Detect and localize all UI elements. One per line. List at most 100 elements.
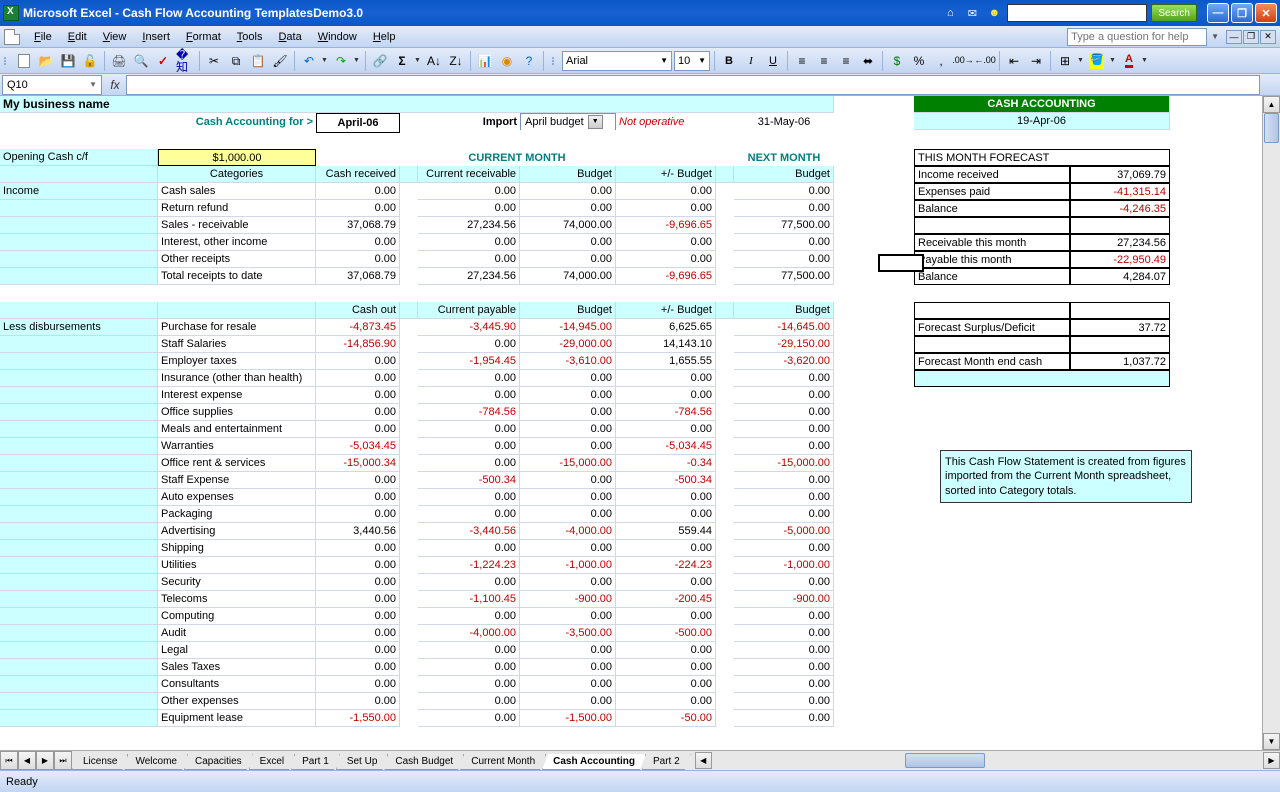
disb-cell[interactable]: 0.00	[316, 676, 400, 693]
increase-indent-button[interactable]: ⇥	[1026, 51, 1046, 71]
disb-cell[interactable]: 0.00	[734, 421, 834, 438]
menu-edit[interactable]: Edit	[60, 29, 95, 45]
disb-cell[interactable]: -5,034.45	[616, 438, 716, 455]
chart-wizard-button[interactable]: 📊	[475, 51, 495, 71]
disb-cell[interactable]: 0.00	[734, 506, 834, 523]
sort-asc-button[interactable]: A↓	[424, 51, 444, 71]
disb-cell[interactable]: 559.44	[616, 523, 716, 540]
sheet-tab-welcome[interactable]: Welcome	[124, 754, 188, 770]
disb-cell[interactable]: -5,034.45	[316, 438, 400, 455]
income-cell[interactable]: 27,234.56	[418, 268, 520, 285]
disb-cell[interactable]: 0.00	[734, 540, 834, 557]
disb-cell[interactable]: 0.00	[520, 574, 616, 591]
disb-cell[interactable]: -1,000.00	[520, 557, 616, 574]
disb-cell[interactable]: 0.00	[520, 659, 616, 676]
income-cell[interactable]: 0.00	[520, 251, 616, 268]
disb-cell[interactable]: -4,000.00	[418, 625, 520, 642]
income-category[interactable]: Interest, other income	[158, 234, 316, 251]
income-cell[interactable]: 0.00	[616, 234, 716, 251]
disb-cell[interactable]: 0.00	[316, 608, 400, 625]
scroll-down-button[interactable]: ▼	[1263, 733, 1280, 750]
tab-next-button[interactable]: ▶	[36, 751, 54, 770]
disb-cell[interactable]: 0.00	[616, 370, 716, 387]
disb-category[interactable]: Sales Taxes	[158, 659, 316, 676]
disb-cell[interactable]: 0.00	[316, 404, 400, 421]
disb-category[interactable]: Auto expenses	[158, 489, 316, 506]
disb-cell[interactable]: -1,954.45	[418, 353, 520, 370]
income-cell[interactable]: 0.00	[316, 234, 400, 251]
income-cell[interactable]: 0.00	[316, 251, 400, 268]
disb-cell[interactable]: -500.34	[418, 472, 520, 489]
disb-cell[interactable]: -3,445.90	[418, 319, 520, 336]
disb-category[interactable]: Meals and entertainment	[158, 421, 316, 438]
disb-category[interactable]: Shipping	[158, 540, 316, 557]
disb-category[interactable]: Other expenses	[158, 693, 316, 710]
disb-cell[interactable]: 0.00	[616, 506, 716, 523]
sheet-tab-cash-budget[interactable]: Cash Budget	[384, 754, 464, 770]
disb-cell[interactable]: -3,500.00	[520, 625, 616, 642]
drawing-button[interactable]: ◉	[497, 51, 517, 71]
undo-button[interactable]: ↶	[299, 51, 319, 71]
disb-cell[interactable]: 0.00	[734, 404, 834, 421]
disb-cell[interactable]: 0.00	[734, 387, 834, 404]
web-search-input[interactable]	[1007, 4, 1147, 22]
sheet-tab-license[interactable]: License	[72, 754, 128, 770]
tab-last-button[interactable]: ⏭	[54, 751, 72, 770]
disb-cell[interactable]: 0.00	[316, 472, 400, 489]
disb-cell[interactable]: -29,150.00	[734, 336, 834, 353]
disb-category[interactable]: Consultants	[158, 676, 316, 693]
income-cell[interactable]: 0.00	[616, 200, 716, 217]
sheet-tab-current-month[interactable]: Current Month	[460, 754, 546, 770]
disb-cell[interactable]: -500.34	[616, 472, 716, 489]
income-cell[interactable]: 77,500.00	[734, 217, 834, 234]
disb-cell[interactable]: 0.00	[734, 642, 834, 659]
disb-cell[interactable]: 0.00	[616, 574, 716, 591]
menu-window[interactable]: Window	[310, 29, 365, 45]
income-category[interactable]: Sales - receivable	[158, 217, 316, 234]
disb-cell[interactable]: -3,620.00	[734, 353, 834, 370]
italic-button[interactable]: I	[741, 51, 761, 71]
vscroll-thumb[interactable]	[1264, 113, 1279, 143]
disb-cell[interactable]: -1,000.00	[734, 557, 834, 574]
income-cell[interactable]: 0.00	[520, 200, 616, 217]
disb-cell[interactable]: -15,000.34	[316, 455, 400, 472]
period-box[interactable]: April-06	[316, 113, 400, 133]
disb-cell[interactable]: 0.00	[734, 608, 834, 625]
disb-cell[interactable]: 0.00	[418, 659, 520, 676]
sort-desc-button[interactable]: Z↓	[446, 51, 466, 71]
income-category[interactable]: Cash sales	[158, 183, 316, 200]
menu-insert[interactable]: Insert	[134, 29, 178, 45]
sheet-tab-set-up[interactable]: Set Up	[336, 754, 389, 770]
help-search-input[interactable]	[1067, 28, 1207, 46]
disb-category[interactable]: Advertising	[158, 523, 316, 540]
disb-cell[interactable]: -0.34	[616, 455, 716, 472]
disb-cell[interactable]: 0.00	[520, 387, 616, 404]
disb-category[interactable]: Packaging	[158, 506, 316, 523]
research-button[interactable]: �知	[175, 51, 195, 71]
fx-button[interactable]: fx	[104, 78, 126, 92]
font-name-select[interactable]: Arial▼	[562, 51, 672, 71]
income-cell[interactable]: 0.00	[734, 251, 834, 268]
menu-tools[interactable]: Tools	[229, 29, 271, 45]
fill-color-button[interactable]: 🪣	[1087, 51, 1107, 71]
disb-cell[interactable]: 0.00	[418, 438, 520, 455]
save-button[interactable]: 💾	[58, 51, 78, 71]
disb-cell[interactable]: 1,655.55	[616, 353, 716, 370]
disb-cell[interactable]: -15,000.00	[734, 455, 834, 472]
disb-cell[interactable]: -224.23	[616, 557, 716, 574]
disb-cell[interactable]: -784.56	[616, 404, 716, 421]
disb-category[interactable]: Warranties	[158, 438, 316, 455]
disb-cell[interactable]: 0.00	[734, 489, 834, 506]
disb-cell[interactable]: 0.00	[418, 693, 520, 710]
disb-cell[interactable]: 0.00	[418, 608, 520, 625]
disb-cell[interactable]: 0.00	[616, 693, 716, 710]
borders-button[interactable]: ⊞	[1055, 51, 1075, 71]
disb-cell[interactable]: -1,224.23	[418, 557, 520, 574]
disb-cell[interactable]: 0.00	[520, 438, 616, 455]
disb-category[interactable]: Office supplies	[158, 404, 316, 421]
income-cell[interactable]: 0.00	[418, 251, 520, 268]
disb-cell[interactable]: 0.00	[316, 574, 400, 591]
income-cell[interactable]: 37,068.79	[316, 268, 400, 285]
align-center-button[interactable]: ≡	[814, 51, 834, 71]
income-cell[interactable]: 0.00	[734, 183, 834, 200]
